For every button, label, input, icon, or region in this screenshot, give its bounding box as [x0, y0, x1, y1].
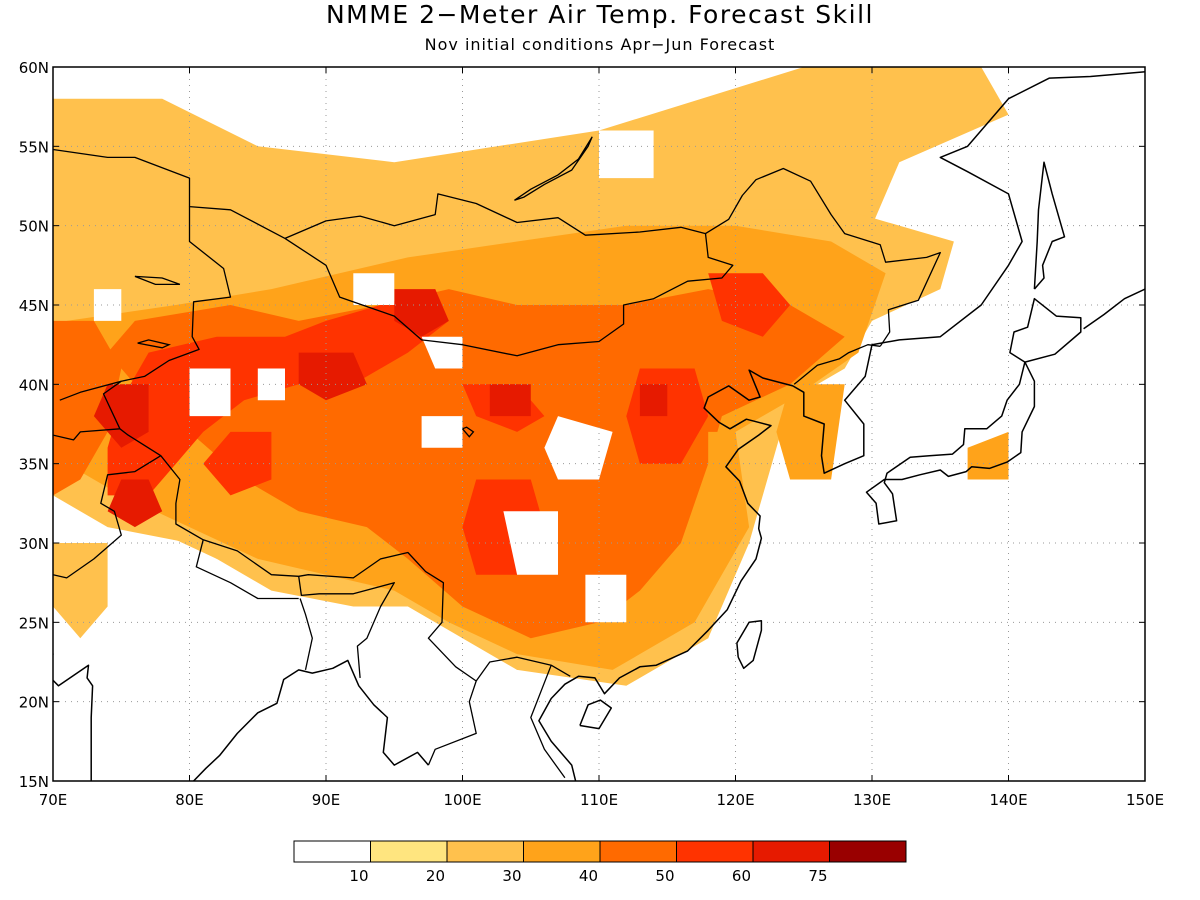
plot-area [53, 67, 1145, 781]
low-skill-patch-3 [189, 368, 231, 417]
lat-tick-label: 15N [19, 773, 49, 791]
lake-outline [137, 339, 171, 349]
lat-tick-label: 25N [19, 614, 49, 632]
map-subtitle: Nov initial conditions Apr−Jun Forecast [425, 35, 776, 54]
skill-region-13 [298, 352, 367, 401]
low-skill-patches [93, 130, 654, 623]
country-border [284, 233, 734, 357]
country-border [530, 664, 566, 779]
skill-region-16 [639, 384, 668, 417]
lon-tick-label: 100E [443, 791, 481, 809]
lon-tick-label: 70E [39, 791, 68, 809]
coastline [1009, 297, 1082, 363]
country-border [298, 576, 395, 678]
skill-region-11 [203, 431, 272, 496]
lat-tick-label: 45N [19, 297, 49, 315]
lat-tick-label: 40N [19, 376, 49, 394]
coastline [579, 699, 613, 730]
country-border [299, 598, 313, 671]
gridlines [53, 67, 1145, 781]
coastline [1033, 161, 1066, 290]
skill-region-14 [93, 384, 149, 448]
skill-region-5 [53, 320, 122, 496]
lon-tick-label: 140E [989, 791, 1027, 809]
skill-region-20 [708, 431, 736, 464]
country-border [53, 455, 162, 579]
colorbar-swatch-6 [752, 840, 830, 863]
low-skill-patch-8 [599, 130, 654, 179]
colorbar-swatch-3 [523, 840, 601, 863]
low-skill-patch-7 [421, 416, 463, 448]
coastlines [53, 71, 1145, 781]
skill-region-6 [107, 289, 449, 496]
country-border [427, 680, 477, 766]
low-skill-patch-4 [544, 416, 613, 480]
low-skill-patch-0 [421, 336, 463, 369]
lat-tick-label: 60N [19, 59, 49, 77]
country-border [53, 148, 941, 347]
longitude-ticks: 70E 80E 90E 100E 110E 120E 130E 140E 150E [39, 67, 1164, 809]
lat-tick-label: 30N [19, 535, 49, 553]
coastline [1083, 288, 1145, 330]
coastline [53, 653, 94, 781]
colorbar: 10 20 30 40 50 60 75 [293, 840, 907, 885]
coastline [736, 619, 763, 670]
country-border [793, 344, 881, 385]
lake-outline [462, 426, 475, 438]
low-skill-patch-5 [503, 511, 558, 575]
skill-region-15 [107, 479, 163, 528]
coastline [193, 659, 429, 781]
lat-tick-label: 35N [19, 456, 49, 474]
country-border [59, 380, 122, 401]
skill-region-17 [489, 384, 531, 417]
colorbar-label-75: 75 [808, 867, 827, 885]
coastline [538, 71, 1145, 781]
country-borders [53, 148, 941, 779]
lake-outline [514, 136, 593, 201]
lake-outline [134, 275, 181, 286]
lon-tick-label: 110E [580, 791, 618, 809]
colorbar-swatch-0 [293, 840, 371, 863]
colorbar-label-60: 60 [732, 867, 751, 885]
map-title: NMME 2−Meter Air Temp. Forecast Skill [326, 0, 874, 29]
colorbar-swatch-5 [676, 840, 754, 863]
lon-tick-label: 80E [175, 791, 204, 809]
latitude-ticks: 15N 20N 25N 30N 35N 40N 45N 50N 55N 60N [19, 59, 1145, 791]
colorbar-swatch-7 [829, 840, 907, 863]
lon-tick-label: 120E [716, 791, 754, 809]
colorbar-swatch-2 [446, 840, 524, 863]
skill-region-12 [394, 289, 449, 337]
colorbar-label-20: 20 [426, 867, 445, 885]
low-skill-patch-1 [353, 273, 395, 305]
colorbar-label-50: 50 [655, 867, 674, 885]
lon-tick-label: 150E [1126, 791, 1164, 809]
colorbar-label-30: 30 [502, 867, 521, 885]
skill-shading [53, 67, 1009, 686]
lakes [134, 136, 593, 438]
lat-tick-label: 55N [19, 138, 49, 156]
colorbar-swatch-4 [599, 840, 677, 863]
colorbar-swatch-1 [370, 840, 448, 863]
lat-tick-label: 20N [19, 694, 49, 712]
low-skill-patch-6 [585, 574, 627, 623]
skill-region-18 [776, 384, 845, 480]
lat-tick-label: 50N [19, 218, 49, 236]
colorbar-label-10: 10 [349, 867, 368, 885]
country-border [53, 428, 120, 441]
coastline [865, 361, 1036, 525]
low-skill-patch-2 [257, 368, 285, 401]
lon-tick-label: 90E [312, 791, 341, 809]
country-border [195, 539, 299, 600]
lon-tick-label: 130E [853, 791, 891, 809]
colorbar-label-40: 40 [579, 867, 598, 885]
